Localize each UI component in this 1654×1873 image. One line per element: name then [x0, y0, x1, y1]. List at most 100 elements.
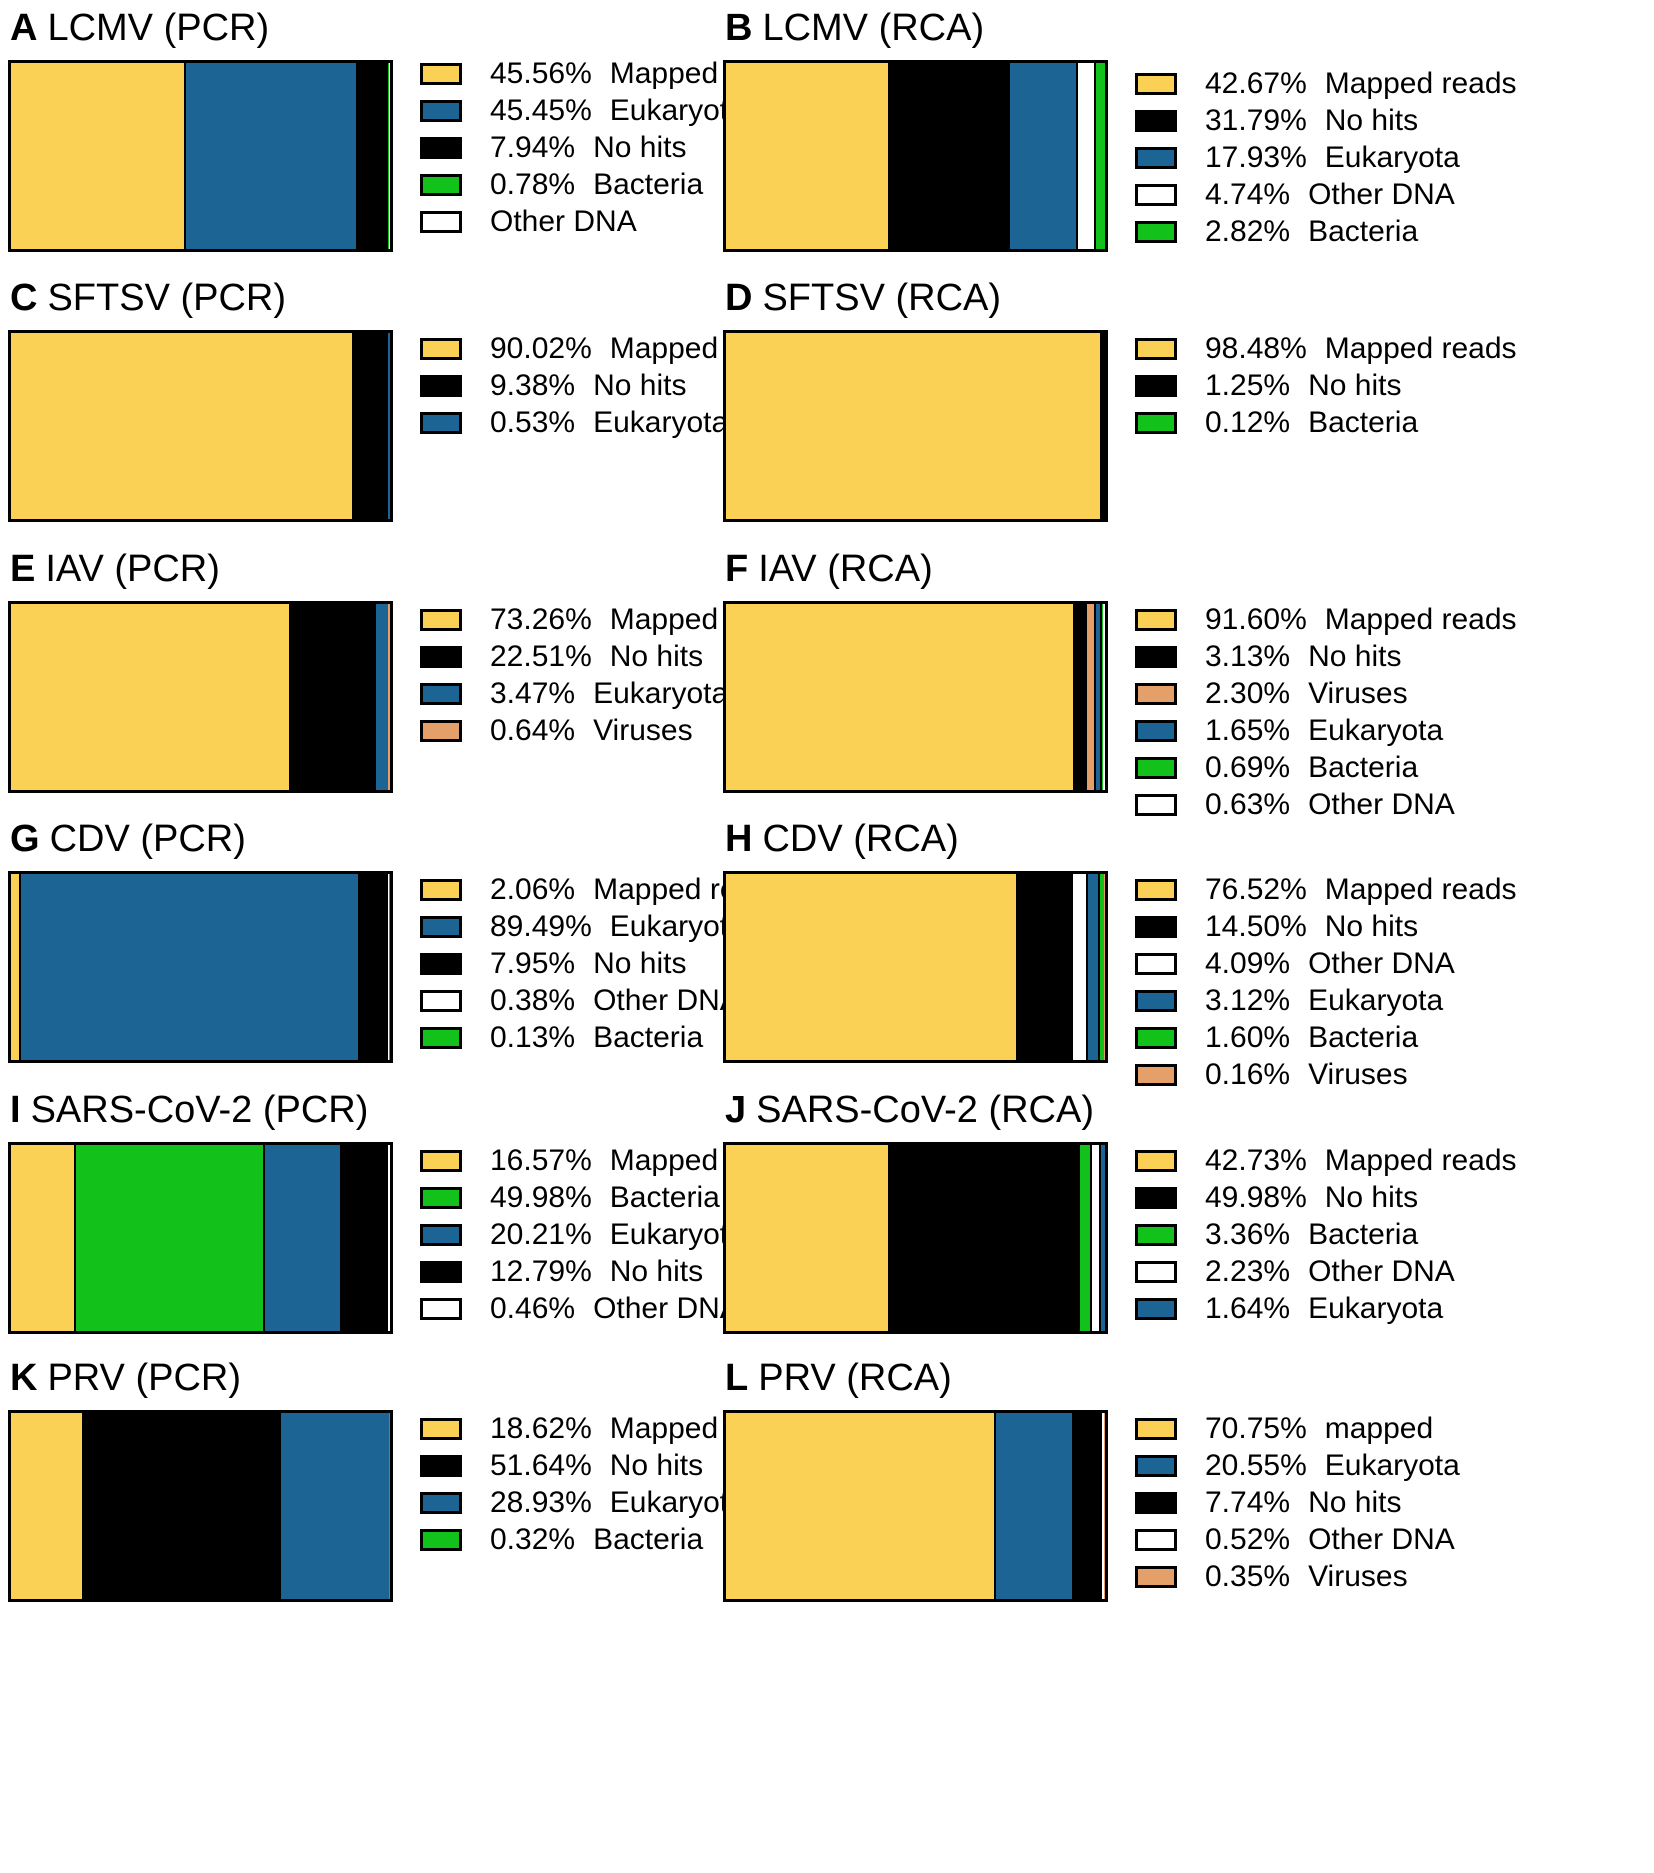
- legend-percent: 0.35%: [1205, 1559, 1291, 1593]
- legend-item: 20.55% Eukaryota: [1135, 1447, 1460, 1484]
- legend-item: 17.93% Eukaryota: [1135, 139, 1517, 176]
- legend-percent: 16.57%: [490, 1143, 592, 1177]
- legend-label: Mapped reads: [1324, 602, 1517, 636]
- bar-segment-viruses: [387, 604, 390, 790]
- panel-title: A LCMV (PCR): [10, 5, 269, 51]
- chart-panel-f: F IAV (RCA) 91.60% Mapped reads 3.13% No hits…: [715, 546, 1535, 856]
- bar-segment-eukaryota: [387, 333, 390, 519]
- chart-panel-h: H CDV (RCA) 76.52% Mapped reads 14.50% No hit…: [715, 816, 1535, 1126]
- panel-letter: A: [10, 7, 38, 49]
- panel-title-text: SFTSV (PCR): [47, 277, 287, 319]
- legend-swatch: [420, 1454, 462, 1477]
- legend-item: 2.23% Other DNA: [1135, 1253, 1517, 1290]
- legend-swatch: [420, 1491, 462, 1514]
- legend-percent: 2.06%: [490, 872, 576, 906]
- legend-label: Bacteria: [609, 1180, 720, 1214]
- bar-segment-mapped-reads: [11, 1145, 74, 1331]
- legend-percent: 3.12%: [1205, 983, 1291, 1017]
- legend-label: No hits: [1308, 639, 1402, 673]
- legend-swatch: [1135, 915, 1177, 938]
- legend-percent: 20.55%: [1205, 1448, 1307, 1482]
- legend-swatch: [420, 1186, 462, 1209]
- panel-title: I SARS-CoV-2 (PCR): [10, 1087, 368, 1133]
- legend-item: 12.79% No hits: [420, 1253, 802, 1290]
- legend-swatch: [420, 173, 462, 196]
- legend-percent: 0.52%: [1205, 1522, 1291, 1556]
- legend-label: No hits: [593, 130, 687, 164]
- chart-panel-k: K PRV (PCR) 18.62% Mapped reads 51.64% No hit…: [0, 1355, 820, 1665]
- legend-item: 0.16% Viruses: [1135, 1056, 1517, 1093]
- legend-swatch: [420, 62, 462, 85]
- legend-label: Bacteria: [1308, 1217, 1419, 1251]
- legend-swatch: [1135, 719, 1177, 742]
- legend-swatch: [420, 682, 462, 705]
- legend-item: 22.51% No hits: [420, 638, 802, 675]
- legend-swatch: [420, 136, 462, 159]
- legend-label: Eukaryota: [593, 676, 729, 710]
- legend-item: 1.25% No hits: [1135, 367, 1517, 404]
- legend-percent: 0.12%: [1205, 405, 1291, 439]
- bar-segment-mapped-reads: [726, 1145, 889, 1331]
- legend-label: Other DNA: [1308, 1522, 1455, 1556]
- panel-letter: B: [725, 7, 753, 49]
- bar-segment-no-hits: [1072, 1413, 1102, 1599]
- legend-item: 45.45% Eukaryota: [420, 92, 802, 129]
- legend-swatch: [1135, 146, 1177, 169]
- bar-segment-mapped-reads: [726, 874, 1017, 1060]
- legend-label: No hits: [1324, 1180, 1419, 1214]
- legend-swatch: [1135, 1491, 1177, 1514]
- legend-swatch: [1135, 220, 1177, 243]
- legend-percent: 3.47%: [490, 676, 576, 710]
- legend-percent: 0.32%: [490, 1522, 576, 1556]
- bar-segment-eukaryota: [278, 1413, 389, 1599]
- bar-segment-eukaryota: [994, 1413, 1073, 1599]
- legend-label: Other DNA: [1308, 1254, 1455, 1288]
- legend-percent: 3.36%: [1205, 1217, 1291, 1251]
- legend-label: Eukaryota: [1308, 1291, 1444, 1325]
- legend: 18.62% Mapped reads 51.64% No hits 28.93% Euk…: [420, 1410, 802, 1558]
- legend-label: Mapped reads: [1324, 66, 1517, 100]
- bar-segment-mapped-reads: [726, 604, 1074, 790]
- legend-swatch: [1135, 183, 1177, 206]
- bar-segment-no-hits: [81, 1413, 279, 1599]
- stacked-bar: [723, 601, 1108, 793]
- legend-label: No hits: [593, 946, 687, 980]
- legend-swatch: [420, 878, 462, 901]
- legend-percent: 1.60%: [1205, 1020, 1291, 1054]
- legend-swatch: [420, 719, 462, 742]
- legend-item: 2.30% Viruses: [1135, 675, 1517, 712]
- legend-label: No hits: [609, 1254, 704, 1288]
- legend-item: 49.98% Bacteria: [420, 1179, 802, 1216]
- legend-label: Eukaryota: [1308, 983, 1444, 1017]
- legend-label: No hits: [609, 1448, 704, 1482]
- legend-swatch: [420, 210, 462, 233]
- legend: 2.06% Mapped reads 89.49% Eukaryota 7.95% No …: [420, 871, 785, 1056]
- panel-title: J SARS-CoV-2 (RCA): [725, 1087, 1094, 1133]
- bar-segment-eukaryota: [1098, 1145, 1105, 1331]
- legend-item: 28.93% Eukaryota: [420, 1484, 802, 1521]
- legend-swatch: [420, 99, 462, 122]
- panel-title-text: IAV (RCA): [758, 548, 933, 590]
- legend: 90.02% Mapped reads 9.38% No hits 0.53% Eukar…: [420, 330, 802, 441]
- legend-percent: 98.48%: [1205, 331, 1307, 365]
- bar-segment-no-hits: [339, 1145, 389, 1331]
- legend-swatch: [1135, 109, 1177, 132]
- panel-letter: I: [10, 1089, 21, 1131]
- legend-label: Bacteria: [593, 1020, 704, 1054]
- legend-item: 1.60% Bacteria: [1135, 1019, 1517, 1056]
- chart-panel-c: C SFTSV (PCR) 90.02% Mapped reads 9.38% No hi…: [0, 275, 820, 585]
- legend-swatch: [420, 1149, 462, 1172]
- stacked-bar: [723, 1142, 1108, 1334]
- chart-panel-i: I SARS-CoV-2 (PCR) 16.57% Mapped reads 49.98…: [0, 1087, 820, 1397]
- panel-title: H CDV (RCA): [725, 816, 959, 862]
- legend-percent: 51.64%: [490, 1448, 592, 1482]
- panel-letter: E: [10, 548, 36, 590]
- bar-segment-no-hits: [1073, 604, 1086, 790]
- panel-title-text: CDV (RCA): [762, 818, 959, 860]
- legend-item: Other DNA: [420, 203, 802, 240]
- bar-segment-other-dna: [1102, 604, 1105, 790]
- bar-segment-mapped-reads: [11, 333, 353, 519]
- bar-segment-eukaryota: [1008, 63, 1077, 249]
- bar-segment-bacteria: [1077, 1145, 1091, 1331]
